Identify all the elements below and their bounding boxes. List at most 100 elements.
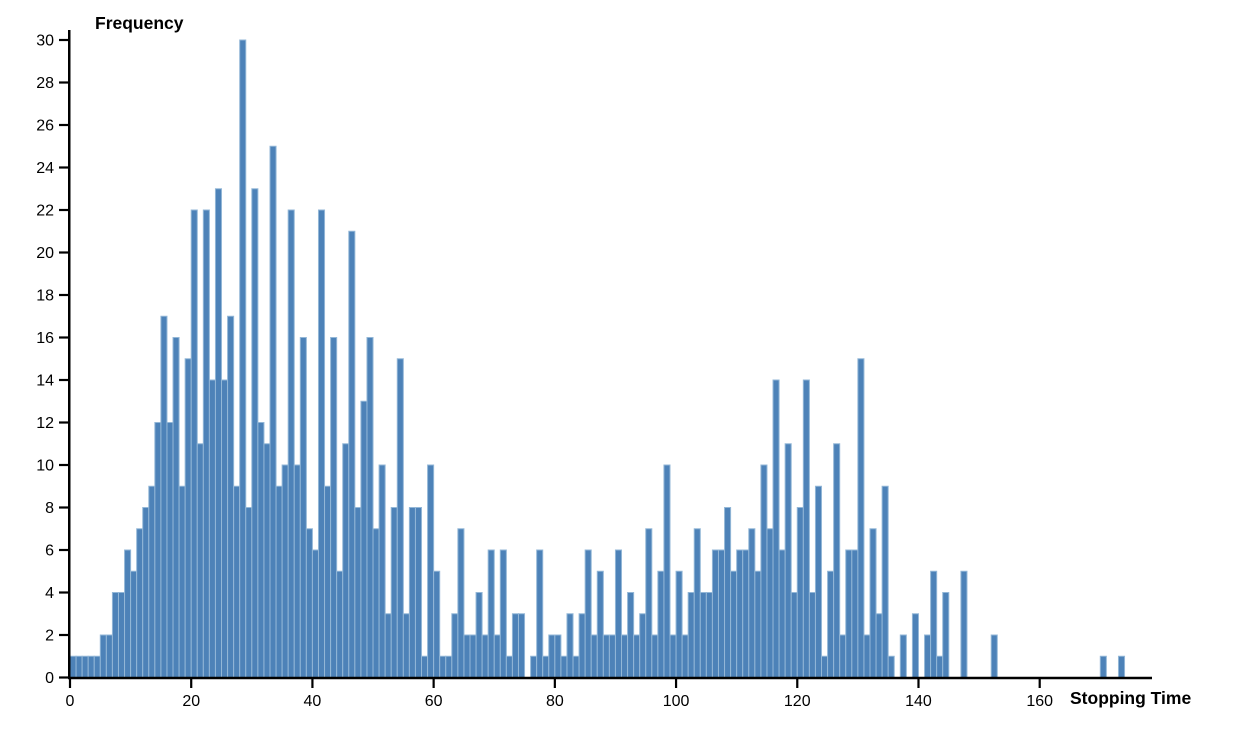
histogram-bar <box>924 634 932 678</box>
histogram-bar <box>305 528 313 678</box>
histogram-bar <box>69 655 77 678</box>
x-tick-label: 60 <box>425 693 443 710</box>
y-tick-label: 4 <box>45 585 54 602</box>
histogram-bar <box>330 337 338 678</box>
histogram-bar <box>148 485 156 678</box>
histogram-bar <box>833 443 841 678</box>
histogram-bar <box>784 443 792 678</box>
x-tick-label: 120 <box>784 693 811 710</box>
histogram-bar <box>821 655 829 678</box>
histogram-bar <box>1099 655 1107 678</box>
ticks-group <box>59 38 1041 688</box>
histogram-bar <box>293 464 301 678</box>
histogram-bar <box>960 570 968 678</box>
histogram-bar <box>93 655 101 678</box>
histogram-bar <box>378 464 386 678</box>
histogram-bar <box>469 634 477 678</box>
histogram-bar <box>845 549 853 678</box>
histogram-bar <box>251 188 259 678</box>
x-axis-title: Stopping Time <box>1070 688 1191 708</box>
histogram-bar <box>421 655 429 678</box>
y-tick-label: 20 <box>36 245 54 262</box>
histogram-bar <box>336 570 344 678</box>
histogram-bar <box>754 570 762 678</box>
histogram-bar <box>396 358 404 678</box>
histogram-bar <box>614 549 623 678</box>
histogram-bar <box>693 528 701 678</box>
histogram-bar <box>681 634 689 678</box>
histogram-bar <box>881 485 889 678</box>
histogram-bar <box>208 379 216 678</box>
histogram-bar <box>408 507 416 678</box>
histogram-bar <box>790 592 798 678</box>
y-axis-title: Frequency <box>95 13 184 33</box>
histogram-bar <box>81 655 89 678</box>
histogram-bar <box>530 655 538 678</box>
histogram-bar <box>390 507 398 678</box>
histogram-bar <box>184 358 192 678</box>
histogram-bar <box>669 634 677 678</box>
histogram-bar <box>778 549 786 678</box>
histogram-bar <box>796 507 804 678</box>
histogram-bar <box>414 507 423 678</box>
histogram-bar <box>99 634 107 678</box>
histogram-bar <box>317 209 326 678</box>
histogram-bar <box>245 507 253 678</box>
histogram-bar <box>202 209 210 678</box>
histogram-bar <box>287 209 295 678</box>
histogram-bar <box>627 592 635 678</box>
histogram-bar <box>560 655 568 678</box>
histogram-bar <box>196 443 204 678</box>
bars-group <box>69 39 1126 678</box>
histogram-bar <box>384 613 392 678</box>
histogram-bar <box>730 570 738 678</box>
histogram-bar <box>372 528 380 678</box>
histogram-bar <box>608 634 616 678</box>
histogram-bar <box>475 592 483 678</box>
histogram-bar <box>760 464 768 678</box>
histogram-bar <box>87 655 95 678</box>
histogram-bar <box>366 337 374 678</box>
histogram-bar <box>621 634 629 678</box>
histogram-bar <box>124 549 132 678</box>
histogram-bar <box>942 592 950 678</box>
histogram-bar <box>699 592 707 678</box>
histogram-bar <box>439 655 447 678</box>
histogram-bar <box>505 655 513 678</box>
histogram-bar <box>857 358 865 678</box>
histogram-bar <box>172 337 180 678</box>
histogram-bar <box>772 379 780 678</box>
histogram-bar <box>711 549 719 678</box>
histogram-bar <box>105 634 113 678</box>
histogram-bar <box>869 528 877 678</box>
histogram-bar <box>936 655 944 678</box>
histogram-bar <box>214 188 223 678</box>
histogram-bar <box>584 549 592 678</box>
histogram-bar <box>851 549 859 678</box>
x-tick-label: 160 <box>1026 693 1053 710</box>
histogram-bar <box>493 634 501 678</box>
histogram-bar <box>1117 655 1126 678</box>
y-tick-label: 12 <box>36 415 54 432</box>
histogram-bar <box>748 528 756 678</box>
histogram-bar <box>766 528 774 678</box>
histogram-bar <box>311 549 319 678</box>
x-tick-label: 40 <box>304 693 322 710</box>
histogram-bar <box>705 592 713 678</box>
histogram-bar <box>154 422 162 678</box>
histogram-bar <box>402 613 410 678</box>
histogram-bar <box>354 507 362 678</box>
histogram-bar <box>808 592 816 678</box>
histogram-bar <box>481 634 489 678</box>
histogram-bar <box>239 39 247 678</box>
histogram-bar <box>687 592 695 678</box>
x-tick-label: 20 <box>182 693 200 710</box>
histogram-bar <box>517 613 526 678</box>
histogram-bar <box>542 655 550 678</box>
histogram-bar <box>802 379 810 678</box>
histogram-bar <box>433 570 441 678</box>
histogram-bar <box>724 507 732 678</box>
histogram-bar <box>814 485 823 678</box>
